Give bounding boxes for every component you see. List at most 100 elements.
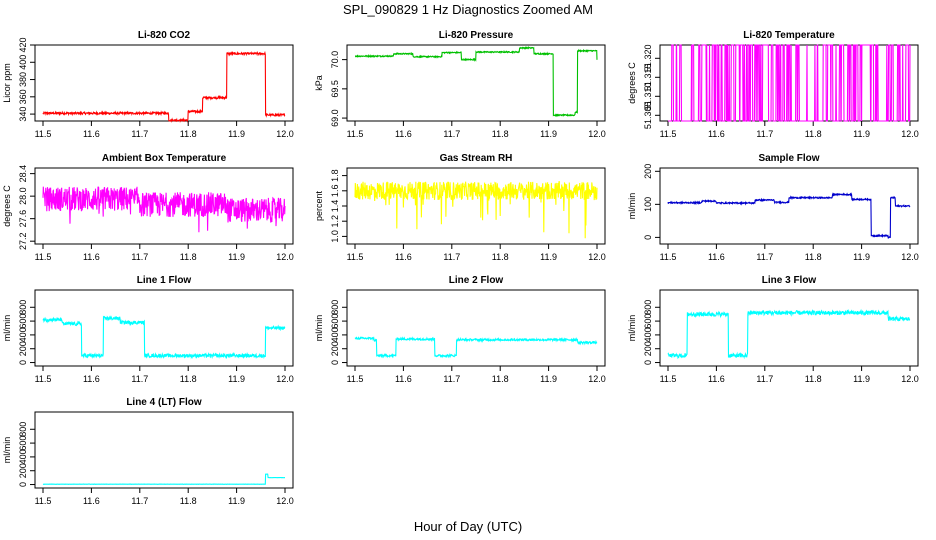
x-tick-label: 11.9 [853, 252, 870, 262]
x-tick-label: 11.6 [83, 252, 100, 262]
y-tick-label: 800 [330, 300, 340, 315]
y-tick-label: 1.8 [330, 169, 340, 182]
y-tick-label: 200 [643, 341, 653, 356]
x-tick-label: 11.8 [805, 129, 822, 139]
series-line [42, 50, 286, 123]
y-axis-label: kPa [314, 75, 324, 91]
x-tick-label: 11.8 [180, 496, 197, 506]
y-tick-label: 600 [643, 314, 653, 329]
x-tick-label: 11.7 [756, 374, 773, 384]
x-tick-label: 11.9 [540, 374, 557, 384]
y-tick-label: 1.4 [330, 200, 340, 213]
y-axis-label: ml/min [2, 315, 12, 342]
y-tick-label: 1.6 [330, 185, 340, 198]
y-tick-label: 27.6 [18, 210, 28, 228]
x-tick-label: 11.8 [180, 252, 197, 262]
x-tick-label: 11.5 [347, 374, 364, 384]
panel-co2: Li-820 CO2 11.5 11.6 11.7 11.8 11.9 12.0 340 360… [2, 30, 294, 139]
x-tick-label: 11.8 [492, 129, 509, 139]
y-tick-label: 800 [18, 300, 28, 315]
figure-title: SPL_090829 1 Hz Diagnostics Zoomed AM [343, 2, 593, 17]
x-tick-label: 11.5 [35, 374, 52, 384]
x-tick-label: 11.6 [83, 374, 100, 384]
panel-title: Li-820 Temperature [743, 30, 835, 41]
plot-frame [346, 167, 606, 245]
x-tick-label: 11.7 [756, 129, 773, 139]
y-tick-label: 0 [18, 360, 28, 365]
y-tick-label: 340 [18, 107, 28, 122]
y-tick-label: 69.5 [330, 80, 340, 98]
panel-pressure: Li-820 Pressure 11.5 11.6 11.7 11.8 11.9 12.0 6… [314, 30, 606, 139]
x-tick-label: 11.7 [443, 374, 460, 384]
y-tick-label: 400 [330, 327, 340, 342]
series-line [42, 186, 286, 233]
panel-title: Li-820 Pressure [439, 30, 514, 41]
panel-title: Sample Flow [758, 153, 819, 164]
y-tick-label: 400 [643, 327, 653, 342]
y-tick-label: 51.305 [643, 102, 653, 130]
y-axis-label: degrees C [2, 185, 12, 227]
x-tick-label: 11.5 [660, 374, 677, 384]
y-tick-label: 51.320 [643, 45, 653, 73]
panel-line3_flow: Line 3 Flow 11.5 11.6 11.7 11.8 11.9 12.0 0 2004… [627, 275, 919, 384]
x-tick-label: 11.7 [443, 129, 460, 139]
x-tick-label: 12.0 [588, 252, 606, 262]
plot-frame [34, 44, 294, 122]
y-tick-label: 1.2 [330, 215, 340, 228]
y-tick-label: 28.0 [18, 187, 28, 205]
series-line [354, 181, 598, 239]
y-axis-label: ml/min [627, 193, 637, 220]
y-tick-label: 800 [18, 422, 28, 437]
x-tick-label: 11.9 [228, 252, 245, 262]
panel-ambient_temp: Ambient Box Temperature 11.5 11.6 11.7 11.8 1… [2, 153, 294, 262]
y-axis-label: degrees C [627, 62, 637, 104]
y-tick-label: 200 [18, 341, 28, 356]
panel-line4_flow: Line 4 (LT) Flow 11.5 11.6 11.7 11.8 11.9 12.0… [2, 397, 294, 506]
series-line [668, 44, 911, 122]
y-tick-label: 0 [643, 360, 653, 365]
x-tick-label: 11.8 [492, 252, 509, 262]
y-tick-label: 600 [330, 314, 340, 329]
x-tick-label: 11.8 [180, 374, 197, 384]
y-tick-label: 400 [18, 55, 28, 70]
x-tick-label: 11.8 [805, 374, 822, 384]
y-tick-label: 69.0 [330, 109, 340, 127]
x-tick-label: 12.0 [588, 374, 606, 384]
panels-group: Li-820 CO2 11.5 11.6 11.7 11.8 11.9 12.0 340 360… [2, 30, 919, 506]
panel-line2_flow: Line 2 Flow 11.5 11.6 11.7 11.8 11.9 12.0 0 2004… [314, 275, 606, 384]
x-tick-label: 11.9 [853, 374, 870, 384]
panel-title: Line 1 Flow [137, 275, 192, 286]
y-tick-label: 1.0 [330, 230, 340, 243]
x-tick-label: 11.5 [35, 129, 52, 139]
y-tick-label: 600 [18, 436, 28, 451]
x-tick-label: 11.7 [131, 252, 148, 262]
y-axis-label: ml/min [2, 437, 12, 464]
x-tick-label: 11.6 [83, 129, 100, 139]
y-tick-label: 28.4 [18, 165, 28, 183]
x-tick-label: 12.0 [276, 374, 294, 384]
y-tick-label: 200 [643, 164, 653, 179]
series-line [667, 192, 911, 239]
x-tick-label: 11.5 [347, 129, 364, 139]
y-axis-label: ml/min [627, 315, 637, 342]
x-tick-label: 11.6 [395, 129, 412, 139]
x-tick-label: 12.0 [276, 496, 294, 506]
panel-title: Line 2 Flow [449, 275, 504, 286]
series-line [42, 315, 286, 360]
plot-frame [346, 289, 606, 367]
x-tick-label: 11.7 [131, 496, 148, 506]
x-tick-label: 11.7 [756, 252, 773, 262]
y-tick-label: 0 [18, 482, 28, 487]
plot-frame [346, 44, 606, 122]
x-tick-label: 11.5 [347, 252, 364, 262]
x-tick-label: 11.9 [540, 252, 557, 262]
plot-frame [34, 411, 294, 489]
x-tick-label: 11.7 [131, 129, 148, 139]
x-tick-label: 11.5 [660, 129, 677, 139]
x-tick-label: 11.6 [708, 374, 725, 384]
series-line [354, 45, 598, 118]
plot-frame [34, 289, 294, 367]
plot-frame [659, 289, 919, 367]
